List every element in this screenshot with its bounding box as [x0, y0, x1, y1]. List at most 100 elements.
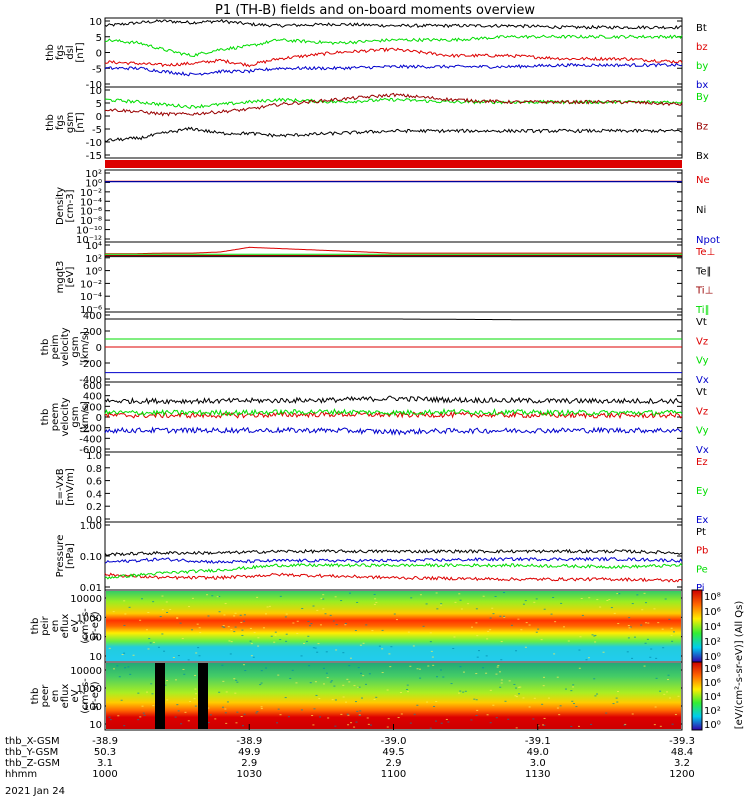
spectrogram-speckle	[358, 714, 361, 716]
spectrogram-speckle	[431, 656, 434, 658]
spectrogram-speckle	[498, 671, 501, 673]
spectrogram-speckle	[578, 667, 581, 669]
series-line-Vy	[104, 407, 683, 417]
spectrogram-speckle	[386, 689, 389, 691]
spectrogram-speckle	[216, 596, 219, 598]
spectrogram-speckle	[400, 713, 403, 715]
panel-peer: thb peer en eflux eV (cm²-s-sr-eV) 10000 1000 10…	[30, 661, 721, 731]
ylabel-line: [nT]	[75, 42, 86, 62]
legend-by: by	[696, 61, 708, 72]
spectrogram-speckle	[174, 716, 177, 718]
spectrogram-speckle	[326, 677, 329, 679]
spectrogram-speckle	[242, 664, 245, 666]
spectrogram-speckle	[348, 665, 351, 667]
spectrogram-speckle	[300, 655, 303, 657]
spectrogram-speckle	[344, 622, 347, 624]
footer-value: 3.1	[97, 758, 113, 769]
spectrogram-speckle	[515, 687, 518, 689]
spectrogram-speckle	[277, 708, 280, 710]
spectrogram-speckle	[495, 673, 498, 675]
spectrogram-speckle	[593, 635, 596, 637]
spectrogram-speckle	[183, 673, 186, 675]
spectrogram-speckle	[243, 620, 246, 622]
spectrogram-speckle	[226, 701, 229, 703]
colorbar	[691, 661, 703, 731]
spectrogram-speckle	[207, 722, 210, 724]
legend-By: By	[696, 92, 709, 103]
legend-Ex: Ex	[696, 515, 708, 526]
spectrogram-speckle	[580, 597, 583, 599]
spectrogram-speckle	[532, 718, 535, 720]
spectrogram-speckle	[330, 680, 333, 682]
spectrogram-speckle	[522, 603, 525, 605]
colorbar	[691, 589, 703, 663]
legend-Pe: Pe	[696, 564, 708, 575]
spectrogram-speckle	[406, 684, 409, 686]
spectrogram-speckle	[471, 626, 474, 628]
spectrogram-speckle	[191, 629, 194, 631]
spectrogram-speckle	[322, 594, 325, 596]
ylabel-line: velocity	[60, 327, 71, 366]
spectrogram-speckle	[148, 638, 151, 640]
spectrogram-speckle	[633, 636, 636, 638]
spectrogram-speckle	[347, 714, 350, 716]
spectrogram-speckle	[147, 612, 150, 614]
spectrogram-speckle	[143, 714, 146, 716]
ytick-label: -400	[79, 375, 102, 386]
spectrogram-speckle	[331, 699, 334, 701]
panel-frame	[104, 521, 683, 591]
spectrogram-speckle	[295, 682, 298, 684]
spectrogram-speckle	[453, 636, 456, 638]
spectrogram-speckle	[624, 723, 627, 725]
legend-bz: bz	[696, 42, 708, 53]
spectrogram-speckle	[194, 688, 197, 690]
spectrogram-speckle	[430, 650, 433, 652]
spectrogram-speckle	[613, 612, 616, 614]
spectrogram-speckle	[381, 672, 384, 674]
spectrogram-speckle	[147, 648, 150, 650]
spectrogram-speckle	[229, 653, 232, 655]
spectrogram-speckle	[489, 722, 492, 724]
data-gap	[155, 663, 165, 729]
legend-Ey: Ey	[696, 486, 708, 497]
ytick-label: -600	[79, 445, 102, 456]
spectrogram-speckle	[151, 693, 154, 695]
spectrogram-speckle	[578, 649, 581, 651]
spectrogram-speckle	[672, 631, 675, 633]
spectrogram-speckle	[588, 597, 591, 599]
spectrogram-speckle	[517, 686, 520, 688]
spectrogram-speckle	[233, 678, 236, 680]
spectrogram-speckle	[366, 717, 369, 719]
legend-Vz: Vz	[696, 406, 708, 417]
spectrogram-speckle	[649, 656, 652, 658]
spectrogram-speckle	[629, 626, 632, 628]
ylabel-line: eflux	[60, 614, 71, 639]
spectrogram-speckle	[325, 672, 328, 674]
spectrogram-speckle	[350, 722, 353, 724]
ylabel-line: thb	[30, 688, 41, 705]
spectrogram-speckle	[381, 648, 384, 650]
spectrogram-speckle	[627, 637, 630, 639]
spectrogram-speckle	[542, 676, 545, 678]
spectrogram-speckle	[221, 626, 224, 628]
spectrogram-speckle	[475, 714, 478, 716]
spectrogram-speckle	[447, 721, 450, 723]
spectrogram-speckle	[214, 718, 217, 720]
spectrogram-speckle	[425, 603, 428, 605]
spectrogram-speckle	[373, 603, 376, 605]
ytick-label: 10	[89, 720, 102, 731]
spectrogram-speckle	[124, 613, 127, 615]
spectrogram-speckle	[235, 722, 238, 724]
spectrogram-speckle	[416, 668, 419, 670]
footer-value: 1100	[381, 769, 406, 780]
spectrogram-speckle	[227, 626, 230, 628]
spectrogram-speckle	[197, 647, 200, 649]
spectrogram-speckle	[467, 603, 470, 605]
spectrogram-speckle	[146, 691, 149, 693]
footer-value: -39.1	[525, 736, 551, 747]
spectrogram-speckle	[345, 701, 348, 703]
spectrogram-speckle	[663, 693, 666, 695]
spectrogram-speckle	[500, 679, 503, 681]
spectrogram-speckle	[667, 679, 670, 681]
